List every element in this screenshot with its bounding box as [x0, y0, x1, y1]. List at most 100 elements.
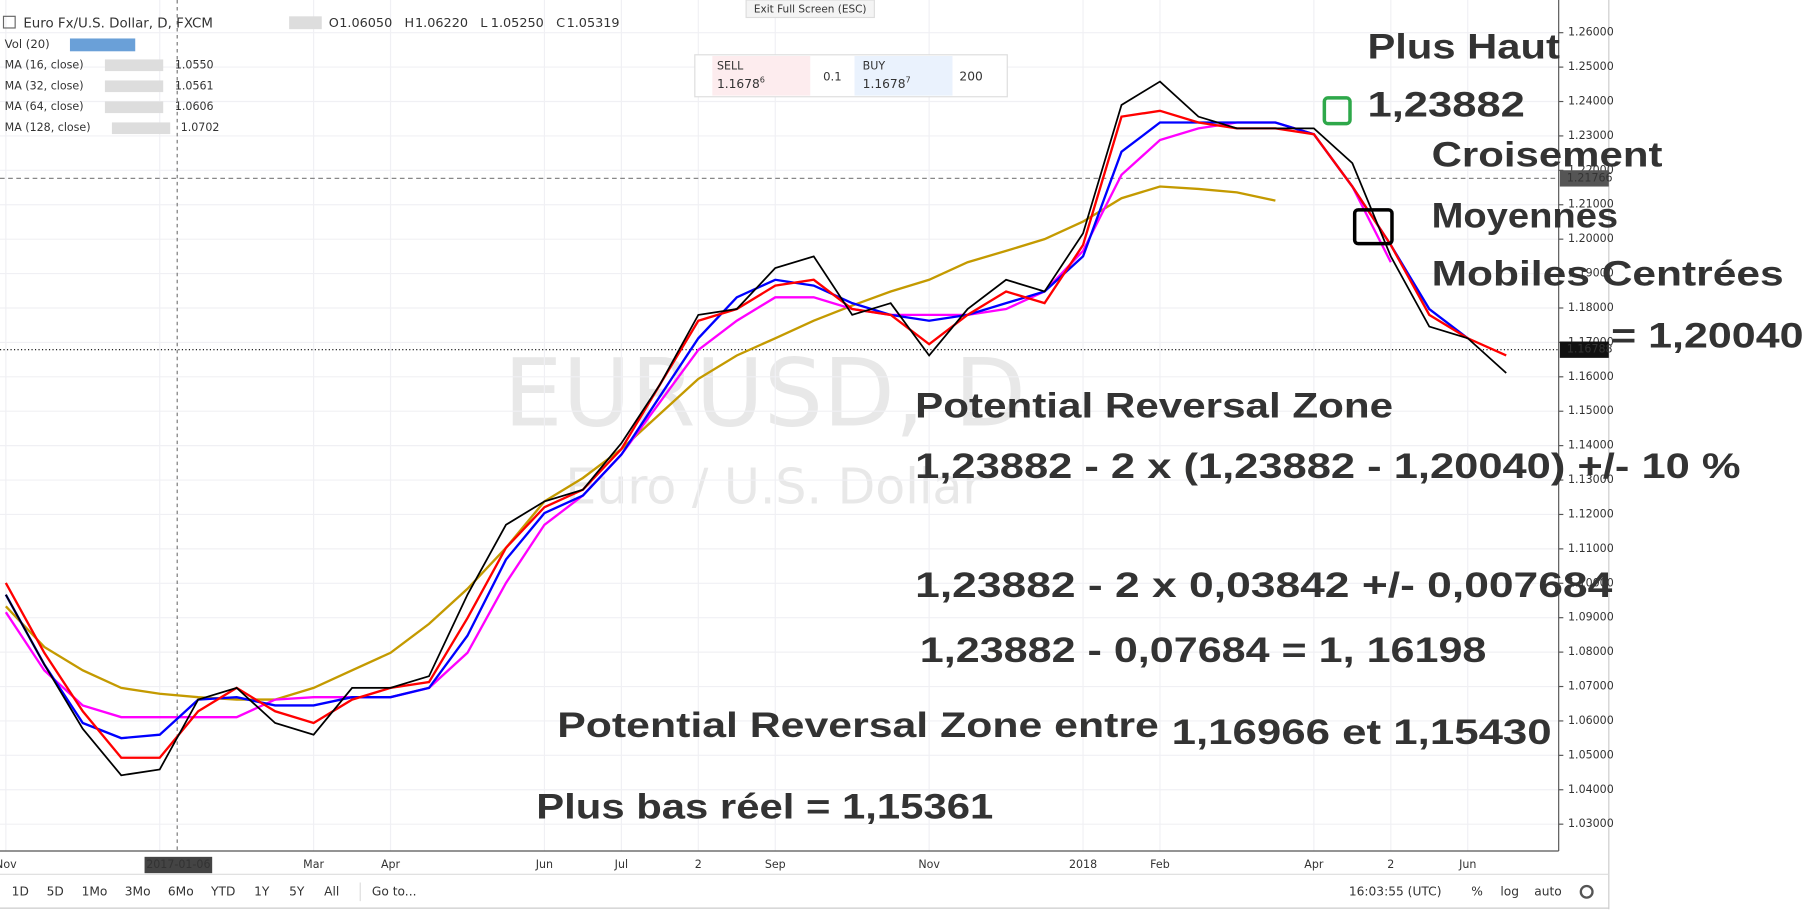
legend-name: MA (64, close) [5, 100, 84, 113]
buy-button[interactable] [854, 55, 953, 96]
y-tick-label: 1.11000 [1568, 542, 1614, 555]
watermark-description: Euro / U.S. Dollar [565, 459, 983, 516]
annotation: 1,23882 [1367, 86, 1524, 125]
range-button[interactable]: 1D [12, 884, 29, 898]
y-tick-label: 1.05000 [1568, 748, 1614, 761]
watermark: EURUSD, D Euro / U.S. Dollar [504, 339, 1026, 516]
price-label-box [1559, 170, 1609, 187]
icons [289, 16, 322, 30]
x-tick-label: Jul [614, 858, 628, 871]
y-tick-label: 1.09000 [1568, 611, 1614, 624]
sell-pip: 6 [760, 74, 765, 84]
icons [69, 38, 136, 52]
legend-icons[interactable] [104, 101, 164, 114]
x-tick-label: 2 [695, 858, 702, 871]
range-button[interactable]: YTD [210, 884, 235, 898]
annotation: 1,23882 - 0,07684 = 1, 16198 [920, 631, 1487, 670]
annotation: Plus bas réel = 1,15361 [536, 787, 993, 826]
x-tick-label: Mar [303, 858, 324, 871]
range-button[interactable]: 1Y [254, 884, 270, 898]
log-button[interactable]: log [1500, 884, 1519, 898]
sell-price: 1.16786 [717, 74, 765, 91]
range-button[interactable]: 6Mo [168, 884, 194, 898]
legend-value: 1.0606 [175, 100, 214, 113]
range-button[interactable]: 1Mo [82, 884, 108, 898]
annotation: 1,23882 - 2 x (1,23882 - 1,20040) +/- 10… [915, 447, 1740, 486]
legend-icons[interactable] [104, 80, 164, 93]
y-tick-label: 1.04000 [1568, 783, 1614, 796]
price-label-box [1559, 341, 1609, 358]
settings-button[interactable] [1579, 884, 1594, 899]
y-tick-label: 1.06000 [1568, 714, 1614, 727]
x-tick-label: Apr [381, 858, 401, 871]
y-tick-label: 1.13000 [1568, 473, 1614, 486]
y-tick-label: 1.07000 [1568, 680, 1614, 693]
annotation: Potential Reversal Zone entre [557, 706, 1159, 745]
y-tick-label: 1.16000 [1568, 370, 1614, 383]
auto-button[interactable]: auto [1534, 884, 1562, 898]
ohlc-key: H [405, 16, 415, 31]
legend-value: 1.0702 [181, 121, 220, 134]
series-line [4, 121, 1392, 719]
y-tick-label: 1.12000 [1568, 507, 1614, 520]
legend-name: MA (128, close) [5, 121, 91, 134]
y-tick-label: 1.24000 [1568, 95, 1614, 108]
range-button[interactable]: 3Mo [125, 884, 151, 898]
exit-label[interactable]: Exit Full Screen (ESC) [754, 3, 867, 15]
exit-button[interactable] [745, 0, 875, 19]
buy-label: BUY [863, 59, 886, 72]
legend: MA (16, close) 1.0550 MA (32, close) 1.0561… [5, 58, 220, 134]
quantity[interactable]: 200 [959, 69, 982, 83]
sell-label: SELL [717, 59, 744, 72]
volume-label: Vol (20) [5, 37, 50, 51]
y-tick-label: 1.26000 [1568, 26, 1614, 39]
goto-button[interactable]: Go to... [372, 884, 417, 898]
series-line [5, 80, 1507, 777]
annotation: = 1,20040 [1611, 316, 1803, 355]
symbol-title: Euro Fx/U.S. Dollar, D, FXCM [23, 16, 213, 31]
legend-icons[interactable] [111, 122, 171, 135]
ohlc-key: L [480, 16, 488, 31]
x-tick-label: 2018 [1069, 858, 1097, 871]
x-tick-label: Apr [1304, 858, 1324, 871]
spread: 0.1 [823, 69, 842, 83]
sell-button[interactable] [712, 55, 811, 96]
y-tick-label: 1.20000 [1568, 232, 1614, 245]
buy-pip: 7 [906, 74, 911, 84]
annotation: 1,23882 - 2 x 0,03842 +/- 0,007684 [915, 566, 1613, 605]
range-button[interactable]: 5Y [289, 884, 305, 898]
trade-widget: SELL 1.16786 0.1 BUY 1.16787 200 [694, 54, 1008, 98]
legend-value: 1.0561 [175, 79, 214, 92]
x-tick-label: Feb [1150, 858, 1170, 871]
watermark-symbol: EURUSD, D [504, 339, 1026, 448]
cross-marker [1352, 208, 1394, 246]
buy-price: 1.16787 [863, 74, 911, 91]
y-tick-label: 1.21000 [1568, 198, 1614, 211]
legend-name: MA (16, close) [5, 58, 84, 71]
range-button[interactable]: 5D [47, 884, 64, 898]
legend-icons[interactable] [104, 59, 164, 72]
x-tick-label: 2017-01-06 [146, 858, 210, 871]
annotation: Croisement [1432, 136, 1663, 175]
y-tick-label: 1.25000 [1568, 60, 1614, 73]
percent-button[interactable]: % [1471, 884, 1483, 898]
series [4, 80, 1507, 777]
annotation: Plus Haut [1367, 27, 1560, 66]
x-tick-label: Sep [765, 858, 786, 871]
y-tick-label: 1.10000 [1568, 576, 1614, 589]
y-tick-label: 1.14000 [1568, 439, 1614, 452]
range-button[interactable]: All [324, 884, 339, 898]
collapse-icon[interactable] [2, 15, 16, 29]
legend-value: 1.0550 [175, 58, 214, 71]
x-tick-label: Jun [1458, 858, 1476, 871]
annotations: Plus Haut 1,23882 Croisement Moyennes Mobile… [536, 27, 1803, 826]
y-tick-label: 1.23000 [1568, 129, 1614, 142]
y-tick-label: 1.03000 [1568, 817, 1614, 830]
y-tick-label: 1.18000 [1568, 301, 1614, 314]
ohlc-value: 1.06050 [339, 16, 392, 31]
ohlc-value: 1.05250 [491, 16, 544, 31]
x-tick-label: Nov [918, 858, 940, 871]
x-tick-label: Nov [0, 858, 17, 871]
